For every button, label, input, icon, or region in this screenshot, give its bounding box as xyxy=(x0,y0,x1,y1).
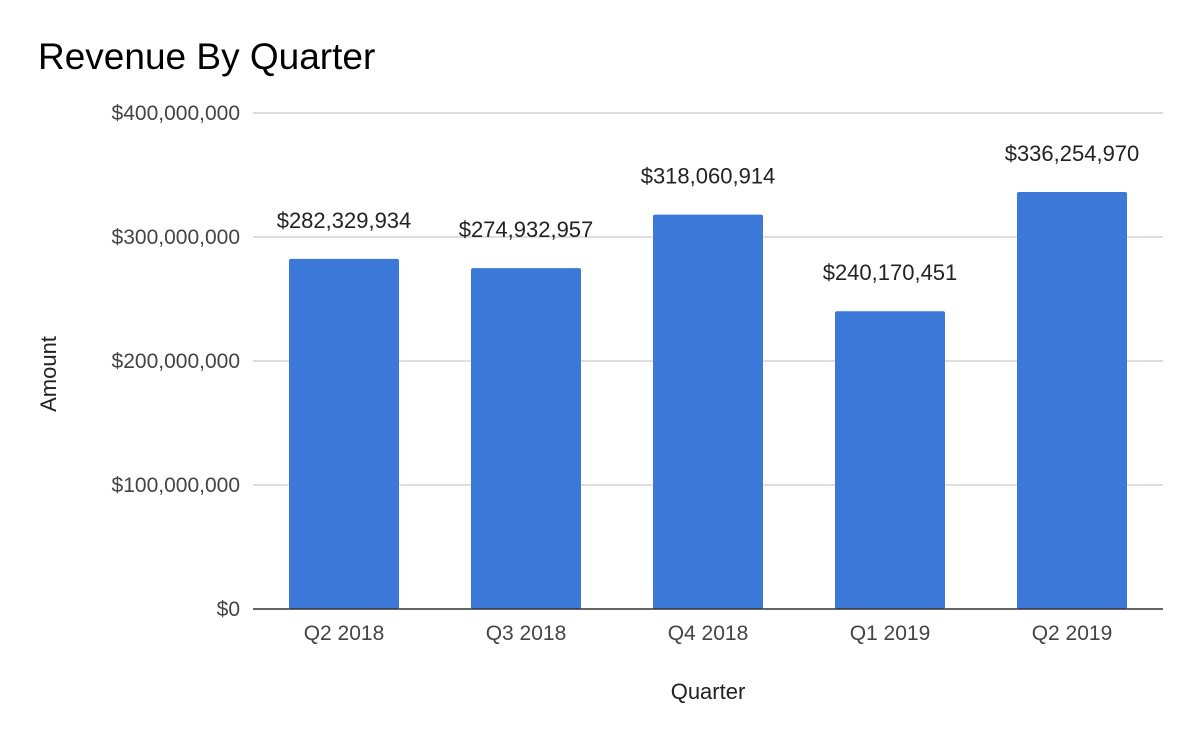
bar xyxy=(471,268,581,609)
x-axis-title: Quarter xyxy=(671,679,746,704)
y-tick-label: $400,000,000 xyxy=(112,102,240,125)
chart-title: Revenue By Quarter xyxy=(38,36,375,77)
x-tick-label: Q3 2018 xyxy=(486,622,567,645)
x-tick-label: Q2 2018 xyxy=(304,622,385,645)
y-tick-label: $0 xyxy=(217,598,240,621)
bar-value-label: $240,170,451 xyxy=(823,260,958,285)
x-tick-label: Q1 2019 xyxy=(850,622,931,645)
bar-value-label: $282,329,934 xyxy=(277,208,412,233)
bars xyxy=(289,192,1127,610)
bar-value-label: $318,060,914 xyxy=(641,164,776,189)
bar xyxy=(289,258,399,609)
bar-value-label: $336,254,970 xyxy=(1005,141,1140,166)
x-tick-label: Q2 2019 xyxy=(1032,622,1113,645)
x-tick-label: Q4 2018 xyxy=(668,622,749,645)
y-tick-label: $200,000,000 xyxy=(112,350,240,373)
bar xyxy=(653,214,763,609)
bar-value-label: $274,932,957 xyxy=(459,217,594,242)
bar xyxy=(835,311,945,609)
y-tick-label: $100,000,000 xyxy=(112,474,240,497)
y-axis-title: Amount xyxy=(36,336,61,412)
y-axis-ticks: $0 $100,000,000 $200,000,000 $300,000,000 $4… xyxy=(112,102,240,621)
data-labels: $282,329,934 $274,932,957 $318,060,914 $240… xyxy=(277,141,1140,285)
bar xyxy=(1017,192,1127,610)
y-tick-label: $300,000,000 xyxy=(112,226,240,249)
x-axis-ticks: Q2 2018 Q3 2018 Q4 2018 Q1 2019 Q2 2019 xyxy=(304,622,1113,645)
